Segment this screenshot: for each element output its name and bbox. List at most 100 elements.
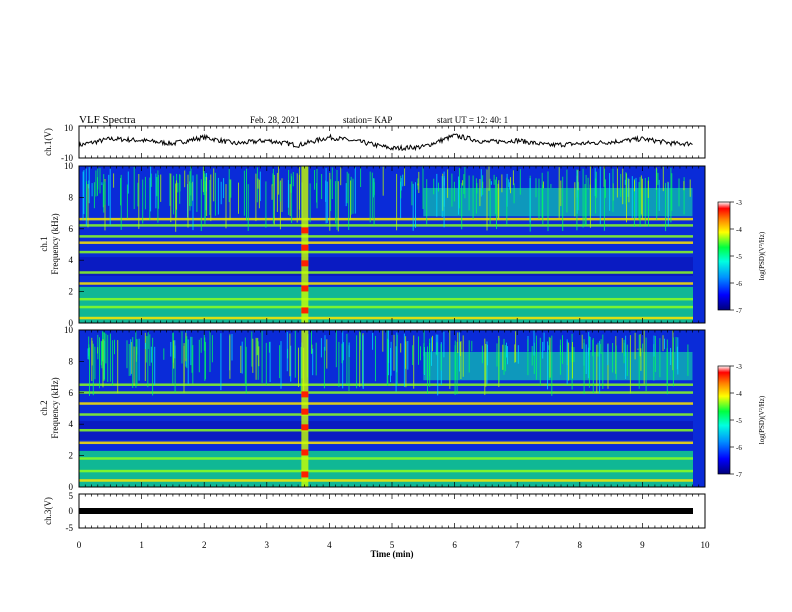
x-tick-label: 4: [327, 540, 332, 550]
spectrogram-striation: [359, 331, 361, 387]
spectrogram-striation: [449, 330, 451, 389]
spectrogram-striation: [568, 342, 570, 381]
spectrogram-striation: [179, 174, 181, 204]
spectrogram-striation: [356, 335, 358, 389]
spectrogram-striation: [342, 330, 344, 389]
spectrogram-striation: [490, 181, 492, 185]
spectrogram-band: [79, 271, 693, 274]
spectrogram-striation: [493, 174, 495, 185]
spectrogram-burst-hotspot: [301, 285, 309, 292]
spectrogram-striation: [150, 166, 152, 212]
spectrogram-striation: [202, 166, 204, 193]
spectrogram-striation: [316, 183, 318, 203]
ch1-spectrogram-ylabel-freq: Frequency (kHz): [50, 213, 60, 274]
spectrogram-burst-column: [301, 166, 309, 323]
colorbar-tick-label: -3: [736, 199, 742, 207]
spectrogram-striation: [300, 346, 302, 393]
ch3-ytick-5: 5: [69, 491, 74, 501]
spectrogram-striation: [462, 180, 464, 186]
spectrogram-striation: [258, 179, 260, 209]
spectrogram-striation: [648, 177, 649, 227]
ch2-colorbar-gradient: [717, 365, 731, 475]
spectrogram-striation: [290, 345, 292, 382]
spectrogram-striation: [190, 183, 192, 207]
spectrogram-striation: [418, 336, 419, 365]
spectrogram-striation: [169, 173, 171, 206]
spectrogram-striation: [88, 344, 90, 360]
spectrogram-striation: [582, 168, 584, 228]
spectrogram-striation: [175, 183, 177, 232]
spectrogram-striation: [400, 178, 402, 191]
spectrogram-striation: [204, 337, 206, 381]
spectrogram-striation: [599, 340, 601, 394]
spectrogram-striation: [542, 184, 544, 225]
spectrogram-striation: [588, 336, 590, 388]
spectrogram-striation: [120, 174, 122, 230]
spectrogram-striation: [190, 336, 192, 366]
spectrogram-striation: [251, 331, 253, 367]
spectrogram-striation: [396, 173, 398, 231]
spectrogram-striation: [229, 334, 231, 379]
ch1-colorbar-label: log(PSD)(V²/Hz): [758, 231, 766, 280]
x-tick-label: 5: [390, 540, 395, 550]
spectrogram-striation: [566, 339, 568, 385]
spectrogram-striation: [411, 181, 413, 206]
spectrogram-striation: [187, 339, 189, 384]
spectrogram-striation: [562, 335, 563, 364]
spectrogram-striation: [133, 346, 135, 386]
spectrogram-striation: [462, 335, 464, 377]
spectrogram-striation: [240, 345, 242, 373]
spectrogram-striation: [635, 177, 637, 219]
spectrogram-striation: [468, 340, 470, 373]
spectrogram-striation: [503, 338, 505, 375]
spectrogram-striation: [156, 177, 158, 197]
spectrogram-striation: [257, 337, 259, 355]
spectrogram-striation: [337, 181, 339, 232]
spectrogram-striation: [375, 335, 376, 382]
spectrogram-striation: [589, 166, 591, 228]
spectrogram-striation: [326, 339, 328, 369]
spectrogram-striation: [331, 167, 333, 200]
spectrogram-striation: [616, 167, 618, 198]
ch3-waveform-band: [79, 508, 693, 514]
spectrogram-striation: [246, 168, 247, 221]
spectrogram-band: [79, 305, 693, 309]
spectrogram-striation: [627, 177, 629, 197]
spectrogram-burst-hotspot: [301, 471, 309, 478]
spectrogram-striation: [670, 167, 672, 223]
spectrogram-striation: [204, 173, 206, 224]
ch1-ytick--10: -10: [61, 153, 73, 163]
spectrogram-striation: [658, 179, 660, 211]
spectrogram-striation: [217, 177, 219, 215]
spectrogram-striation: [345, 183, 347, 207]
spectrogram-striation: [147, 331, 149, 349]
spectrogram-striation: [382, 166, 384, 196]
spectrogram-striation: [138, 174, 140, 229]
frequency-tick-label: 8: [69, 356, 74, 366]
spectrogram-striation: [589, 336, 591, 351]
spectrogram-striation: [488, 166, 490, 191]
spectrogram-striation: [325, 168, 327, 224]
spectrogram-striation: [196, 174, 198, 212]
spectrogram-striation: [653, 335, 655, 357]
spectrogram-striation: [533, 330, 535, 356]
spectrogram-striation: [551, 335, 553, 396]
spectrogram-striation: [205, 176, 207, 211]
frequency-tick-label: 2: [69, 287, 74, 297]
spectrogram-striation: [647, 180, 649, 198]
spectrogram-band: [79, 297, 693, 301]
spectrogram-striation: [173, 175, 175, 215]
spectrogram-striation: [427, 346, 428, 394]
colorbar-tick-label: -3: [736, 363, 742, 371]
x-tick-label: 0: [77, 540, 82, 550]
spectrogram-striation: [687, 344, 689, 376]
x-tick-label: 3: [265, 540, 270, 550]
spectrogram-striation: [577, 182, 579, 211]
spectrogram-striation: [360, 167, 362, 187]
spectrogram-striation: [517, 345, 519, 364]
spectrogram-striation: [247, 184, 249, 231]
spectrogram-band: [79, 413, 693, 416]
spectrogram-striation: [588, 332, 590, 356]
spectrogram-striation: [453, 181, 455, 202]
spectrogram-striation: [637, 348, 639, 350]
